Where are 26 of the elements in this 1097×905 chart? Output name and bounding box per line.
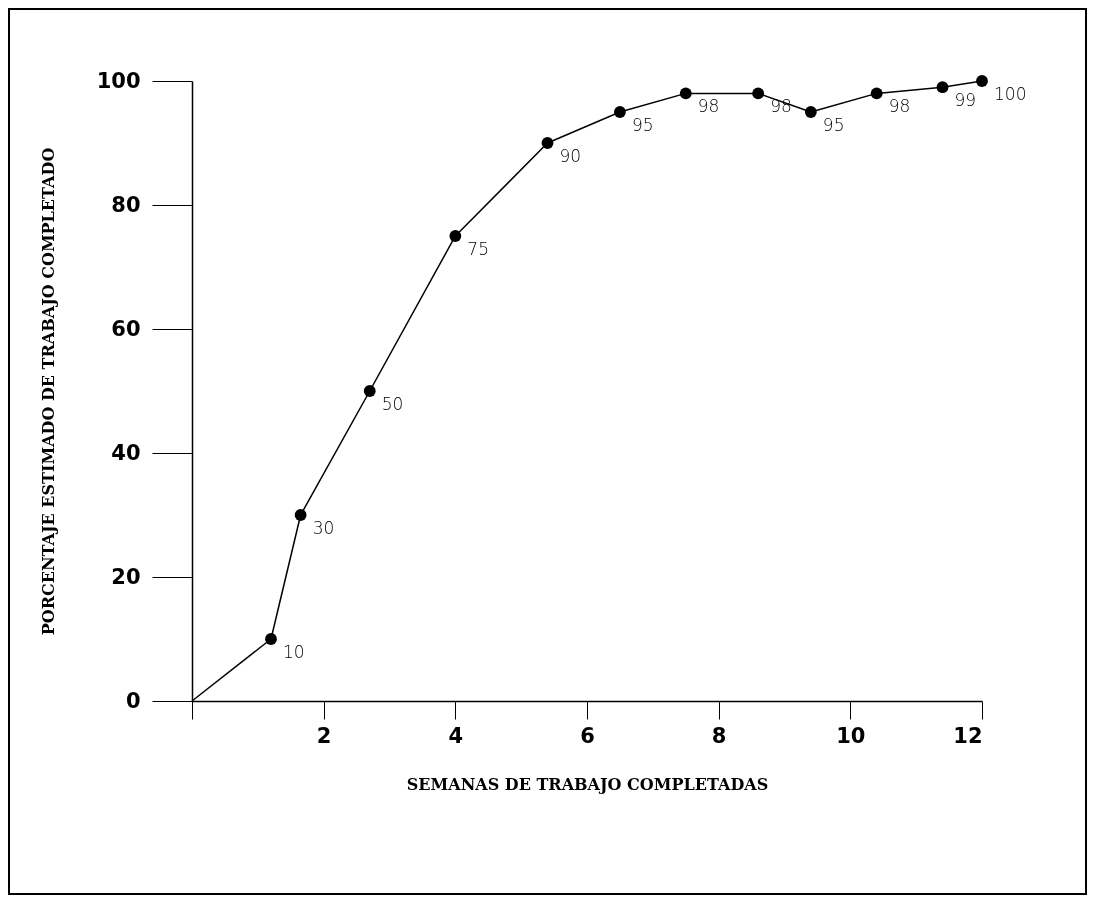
y-tick-label: 100	[96, 68, 141, 93]
data-label: 98	[697, 96, 720, 117]
x-tick-label: 4	[448, 723, 464, 748]
data-label: 98	[770, 96, 792, 117]
data-label: 95	[631, 115, 654, 135]
data-label: 30	[312, 518, 335, 538]
x-tick-label: 6	[580, 723, 595, 748]
data-label: 50	[381, 394, 404, 414]
x-tick-label: 2	[316, 723, 332, 748]
y-tick-label: 80	[111, 192, 141, 217]
data-label: 75	[467, 239, 489, 259]
y-tick-label: 20	[111, 564, 141, 589]
data-label: 98	[888, 96, 911, 117]
data-label: 10	[283, 642, 305, 662]
x-tick-label: 10	[836, 723, 866, 748]
y-axis-title: PORCENTAJE ESTIMADO DE TRABAJO COMPLETADO	[38, 147, 58, 636]
data-label: 99	[954, 90, 977, 111]
data-label: 90	[559, 146, 582, 166]
y-tick-label: 40	[111, 440, 141, 465]
x-tick-label: 12	[953, 723, 983, 748]
data-label: 95	[822, 115, 845, 135]
data-label: 100	[994, 84, 1027, 104]
y-tick-label: 0	[125, 688, 141, 713]
y-tick-label: 60	[111, 316, 141, 341]
x-tick-label: 8	[711, 723, 727, 748]
x-axis-title: SEMANAS DE TRABAJO COMPLETADAS	[406, 774, 769, 794]
